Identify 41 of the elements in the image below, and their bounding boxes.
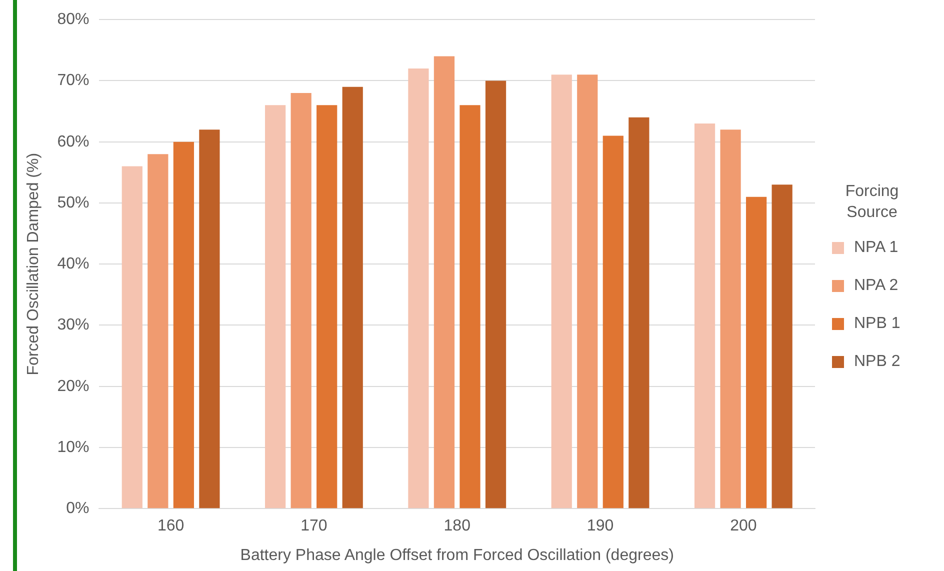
bar	[551, 74, 572, 508]
y-axis-title: Forced Oscillation Damped (%)	[25, 152, 42, 376]
bar	[720, 130, 741, 508]
bar	[316, 105, 338, 508]
y-tick-label: 10%	[57, 438, 90, 456]
y-tick-label: 70%	[57, 72, 90, 90]
y-tick-label: 20%	[57, 378, 90, 395]
bar	[265, 105, 286, 508]
bar	[694, 124, 716, 508]
bar	[173, 142, 194, 508]
bar	[199, 130, 220, 508]
x-axis-title: Battery Phase Angle Offset from Forced Oscillation (degrees)	[240, 546, 674, 564]
y-tick-label: 60%	[57, 133, 90, 150]
bar	[460, 105, 480, 508]
legend-label: NPA 2	[854, 276, 898, 294]
x-tick-label: 190	[586, 518, 614, 535]
x-tick-label: 170	[300, 518, 328, 535]
x-tick-label: 160	[157, 518, 184, 535]
y-tick-label: 50%	[57, 194, 90, 212]
bar	[290, 92, 312, 508]
bar	[342, 86, 363, 508]
bar	[602, 136, 624, 508]
y-tick-label: 40%	[57, 256, 90, 273]
x-tick-label: 200	[730, 518, 757, 535]
bar	[628, 117, 650, 508]
bar	[577, 74, 598, 508]
y-tick-label: 0%	[66, 500, 90, 518]
legend-label: NPA 1	[854, 238, 898, 256]
y-tick-label: 80%	[57, 11, 90, 28]
bar	[122, 166, 142, 508]
x-tick-label: 180	[444, 518, 471, 535]
bar	[408, 68, 429, 508]
bar	[434, 56, 455, 508]
legend-label: NPB 2	[854, 352, 900, 370]
bar	[485, 80, 506, 508]
bar	[772, 184, 792, 508]
legend-label: NPB 1	[854, 314, 900, 332]
y-tick-label: 30%	[57, 316, 90, 334]
bar	[148, 154, 168, 508]
legend-title: Forcing Source	[844, 182, 900, 223]
bar	[746, 196, 767, 508]
